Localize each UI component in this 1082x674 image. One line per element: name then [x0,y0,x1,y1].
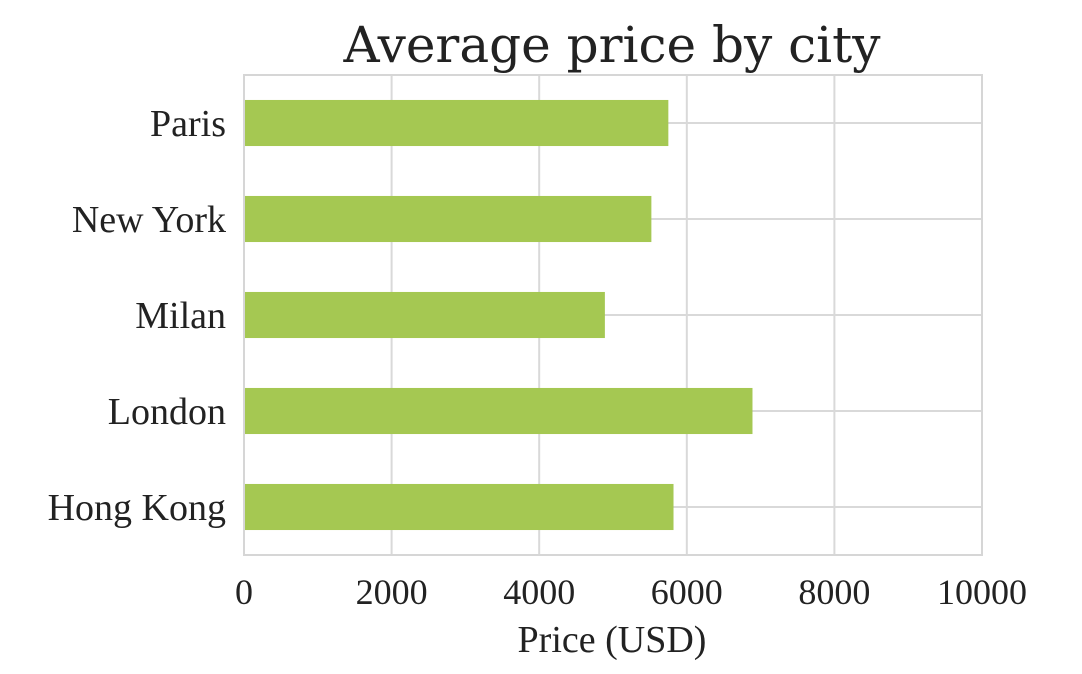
plot-frame [243,74,983,556]
chart-title: Average price by city [343,16,882,74]
category-label: Hong Kong [48,487,226,529]
x-tick-label: 0 [235,572,253,612]
category-label: London [108,391,226,433]
bar-new-york [244,195,652,243]
x-tick-label: 6000 [651,572,723,612]
x-tick-label: 4000 [503,572,575,612]
x-axis-title: Price (USD) [518,619,707,661]
bar-milan [244,291,605,339]
bar-paris [244,99,669,147]
x-tick-label: 8000 [798,572,870,612]
bar-london [244,387,753,435]
bars [244,99,753,531]
x-tick-label: 10000 [937,572,1027,612]
category-labels: Paris New York Milan London Hong Kong [48,103,226,529]
bar-hong-kong [244,483,674,531]
category-label: Paris [150,103,226,145]
x-tick-labels: 0 2000 4000 6000 8000 10000 [235,572,1027,612]
category-label: New York [72,199,226,241]
category-label: Milan [135,295,226,337]
x-tick-label: 2000 [356,572,428,612]
